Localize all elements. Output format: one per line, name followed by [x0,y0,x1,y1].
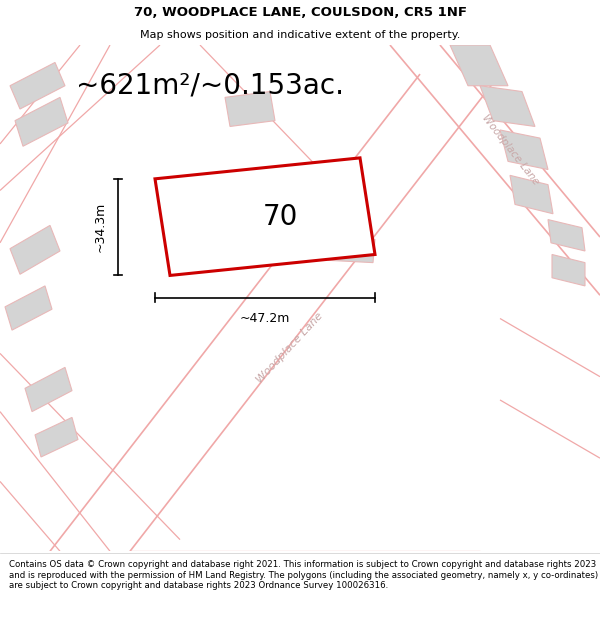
Polygon shape [35,418,78,457]
Text: Map shows position and indicative extent of the property.: Map shows position and indicative extent… [140,30,460,40]
Text: ~34.3m: ~34.3m [94,202,107,252]
Polygon shape [10,226,60,274]
Polygon shape [15,98,68,146]
Polygon shape [548,219,585,251]
Polygon shape [328,237,375,262]
Polygon shape [480,86,535,126]
Polygon shape [5,286,52,330]
Text: 70: 70 [262,202,298,231]
Polygon shape [500,130,548,169]
Text: ~621m²/~0.153ac.: ~621m²/~0.153ac. [76,72,344,100]
Polygon shape [10,62,65,109]
Polygon shape [510,176,553,214]
Polygon shape [155,158,375,276]
Text: ~47.2m: ~47.2m [240,312,290,325]
Text: Woodplace Lane: Woodplace Lane [255,311,325,385]
Polygon shape [25,368,72,412]
Text: Woodplace Lane: Woodplace Lane [479,112,541,187]
Polygon shape [225,91,275,126]
Text: 70, WOODPLACE LANE, COULSDON, CR5 1NF: 70, WOODPLACE LANE, COULSDON, CR5 1NF [133,6,467,19]
Polygon shape [552,254,585,286]
Text: Contains OS data © Crown copyright and database right 2021. This information is : Contains OS data © Crown copyright and d… [9,560,598,590]
Polygon shape [450,45,508,86]
